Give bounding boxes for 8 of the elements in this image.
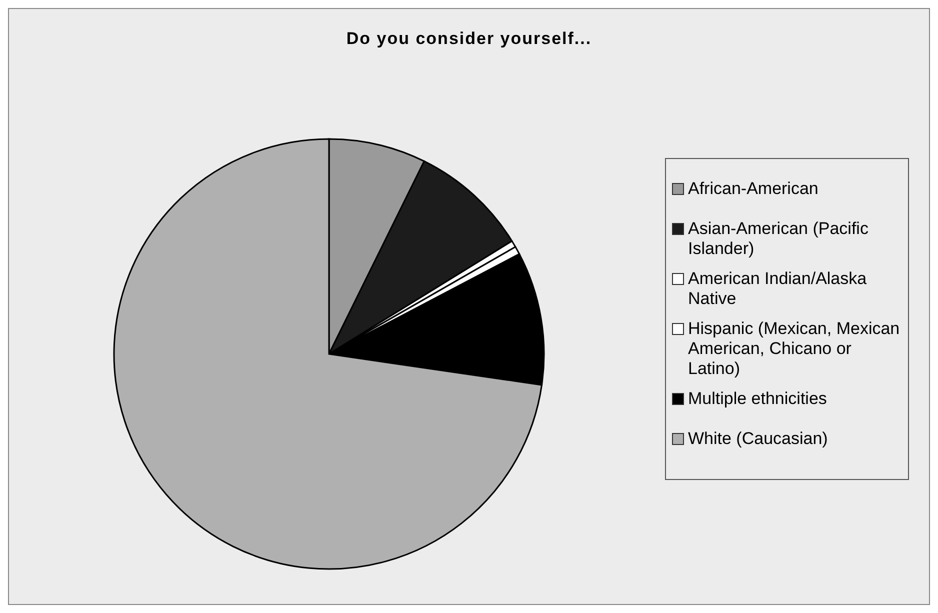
legend-label: Multiple ethnicities [688, 389, 827, 409]
legend-label: American Indian/Alaska Native [688, 269, 868, 309]
chart-title: Do you consider yourself... [345, 28, 593, 49]
legend-label: African-American [688, 179, 818, 199]
pie-slice [114, 138, 543, 570]
legend-label: Asian-American (Pacific Islander) [688, 219, 870, 259]
legend-label: White (Caucasian) [688, 429, 828, 449]
legend-label: Hispanic (Mexican, Mexican American, Chicano or Latino) [688, 319, 901, 379]
